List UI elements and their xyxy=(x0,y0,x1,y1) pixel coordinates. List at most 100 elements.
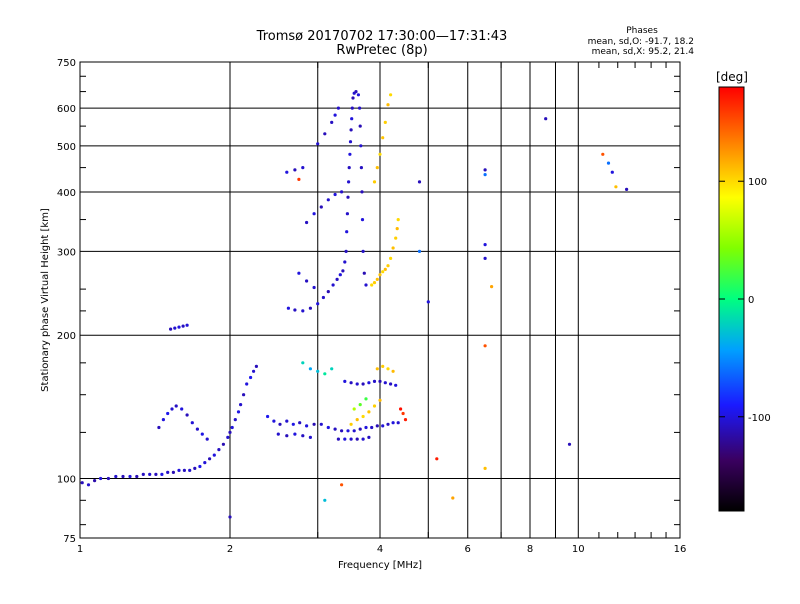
x-tick-label: 4 xyxy=(377,544,383,555)
data-point xyxy=(386,264,390,268)
data-point xyxy=(435,457,439,461)
data-point xyxy=(361,249,365,253)
data-point xyxy=(285,170,289,174)
data-point xyxy=(355,382,359,386)
data-point xyxy=(221,442,225,446)
y-axis-label: Stationary phase Virtual Height [km] xyxy=(40,208,51,392)
data-point xyxy=(372,404,377,408)
data-point xyxy=(381,424,385,428)
data-point xyxy=(301,434,305,438)
data-point xyxy=(361,382,365,386)
data-point xyxy=(272,419,276,423)
data-point xyxy=(312,422,316,426)
data-point xyxy=(345,230,349,234)
data-point xyxy=(360,190,364,194)
data-point xyxy=(426,300,430,304)
data-point xyxy=(386,422,390,426)
data-point xyxy=(305,279,309,283)
data-point xyxy=(391,369,395,373)
stats-heading: Phases xyxy=(626,26,658,36)
data-point xyxy=(80,481,84,485)
data-point xyxy=(358,124,362,128)
data-point xyxy=(372,180,377,184)
data-point xyxy=(198,464,202,469)
data-point xyxy=(375,367,379,371)
data-point xyxy=(174,404,178,408)
x-tick-label: 1 xyxy=(77,544,83,555)
data-point xyxy=(252,369,256,373)
y-tick-label: 75 xyxy=(63,534,76,545)
data-point xyxy=(308,435,312,439)
data-point xyxy=(93,479,97,483)
data-point xyxy=(245,382,249,386)
data-point xyxy=(394,236,398,240)
data-point xyxy=(343,379,347,383)
x-axis-label: Frequency [MHz] xyxy=(338,560,422,571)
data-point xyxy=(403,418,408,422)
data-point xyxy=(203,461,207,465)
data-point xyxy=(378,398,382,402)
data-point xyxy=(330,120,334,124)
plot-frame xyxy=(79,61,681,539)
data-point xyxy=(326,290,330,294)
data-point xyxy=(177,325,181,329)
x-tick-label: 8 xyxy=(527,544,533,555)
data-point xyxy=(364,397,368,401)
data-point xyxy=(372,281,377,285)
data-point xyxy=(308,306,312,310)
data-point xyxy=(166,470,170,474)
data-point xyxy=(236,410,241,414)
data-point xyxy=(370,283,374,287)
data-point xyxy=(606,161,611,165)
data-point xyxy=(336,106,340,110)
data-point xyxy=(383,120,387,124)
data-point xyxy=(297,177,301,181)
data-point xyxy=(396,421,400,425)
stats-line-x: mean, sd,X: 95.2, 21.4 xyxy=(592,47,695,57)
data-point xyxy=(230,425,234,430)
data-point xyxy=(99,476,103,481)
data-point xyxy=(346,195,350,199)
data-point xyxy=(208,457,212,461)
data-point xyxy=(355,437,359,441)
data-point xyxy=(358,427,362,431)
data-point xyxy=(106,476,110,481)
data-point xyxy=(381,270,385,274)
data-point xyxy=(239,403,243,407)
data-point xyxy=(293,432,297,436)
data-point xyxy=(166,411,170,416)
data-point xyxy=(177,468,181,472)
data-point xyxy=(360,218,365,222)
data-point xyxy=(386,367,390,371)
y-tick-label: 500 xyxy=(57,142,76,153)
data-point xyxy=(394,383,398,387)
data-point xyxy=(170,407,174,411)
x-tick-label: 10 xyxy=(572,544,585,555)
data-point xyxy=(114,474,118,479)
chart-subtitle: RwPretec (8p) xyxy=(336,43,427,58)
data-point xyxy=(297,271,301,275)
x-tick-labels: 1 2 4 6 8 10 16 xyxy=(77,544,687,555)
data-point xyxy=(323,498,327,502)
y-tick-label: 600 xyxy=(57,104,76,115)
data-point xyxy=(285,419,289,423)
data-point xyxy=(399,407,403,411)
colorbar-tick-label: 0 xyxy=(748,295,754,306)
data-point xyxy=(395,227,399,231)
data-point xyxy=(344,249,348,253)
data-point xyxy=(195,427,199,431)
data-point xyxy=(483,173,487,177)
data-point xyxy=(351,96,355,100)
data-point xyxy=(378,379,382,383)
data-point xyxy=(483,344,487,348)
data-point xyxy=(378,152,382,156)
data-point xyxy=(352,429,356,433)
data-point xyxy=(338,273,342,277)
data-point xyxy=(326,198,330,202)
data-point xyxy=(86,483,91,487)
data-point xyxy=(358,403,362,407)
data-point xyxy=(340,483,344,487)
data-point xyxy=(316,369,320,373)
data-point xyxy=(291,422,295,426)
